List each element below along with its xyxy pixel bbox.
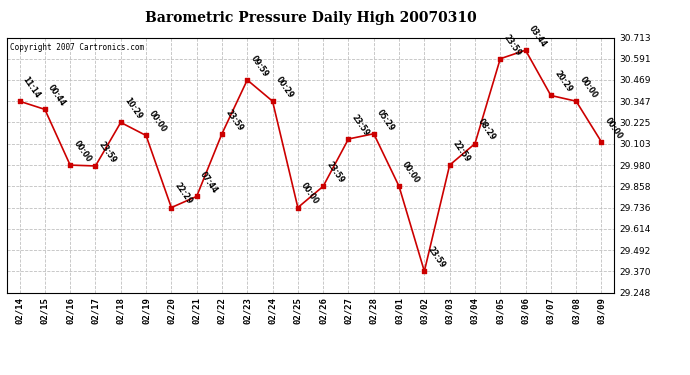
- Text: 23:59: 23:59: [324, 160, 346, 185]
- Text: 00:00: 00:00: [400, 160, 422, 185]
- Text: 00:00: 00:00: [72, 139, 92, 164]
- Text: 11:14: 11:14: [21, 75, 42, 100]
- Point: [65, 162, 76, 168]
- Text: 08:29: 08:29: [476, 117, 497, 142]
- Point: [419, 268, 430, 274]
- Point: [166, 204, 177, 210]
- Point: [469, 141, 480, 147]
- Point: [317, 183, 328, 189]
- Text: 03:44: 03:44: [527, 24, 548, 49]
- Point: [241, 77, 253, 83]
- Point: [115, 120, 126, 126]
- Text: Barometric Pressure Daily High 20070310: Barometric Pressure Daily High 20070310: [145, 11, 476, 25]
- Text: 05:29: 05:29: [375, 108, 396, 132]
- Point: [495, 56, 506, 62]
- Point: [520, 47, 531, 53]
- Point: [90, 163, 101, 169]
- Text: 23:59: 23:59: [502, 33, 523, 57]
- Point: [343, 136, 354, 142]
- Text: 23:59: 23:59: [97, 140, 118, 165]
- Text: 00:00: 00:00: [578, 75, 599, 100]
- Text: 10:29: 10:29: [122, 96, 144, 121]
- Text: 22:29: 22:29: [172, 181, 194, 206]
- Text: Copyright 2007 Cartronics.com: Copyright 2007 Cartronics.com: [10, 43, 144, 52]
- Point: [217, 131, 228, 137]
- Point: [571, 98, 582, 104]
- Text: 00:29: 00:29: [274, 75, 295, 100]
- Text: 23:59: 23:59: [350, 113, 371, 138]
- Point: [267, 98, 278, 104]
- Text: 00:00: 00:00: [603, 116, 624, 141]
- Text: 22:59: 22:59: [451, 139, 472, 164]
- Point: [293, 204, 304, 210]
- Point: [191, 194, 202, 200]
- Point: [14, 98, 25, 104]
- Text: 00:44: 00:44: [46, 83, 68, 108]
- Point: [393, 183, 404, 189]
- Point: [141, 132, 152, 138]
- Point: [596, 139, 607, 145]
- Point: [39, 106, 50, 112]
- Text: 00:00: 00:00: [148, 109, 168, 134]
- Text: 23:59: 23:59: [426, 245, 447, 270]
- Text: 09:59: 09:59: [248, 54, 270, 79]
- Text: 23:59: 23:59: [224, 108, 244, 132]
- Point: [368, 131, 380, 137]
- Point: [545, 93, 556, 99]
- Text: 20:29: 20:29: [552, 69, 573, 94]
- Text: 00:00: 00:00: [299, 181, 320, 206]
- Text: 07:44: 07:44: [198, 170, 219, 195]
- Point: [444, 162, 455, 168]
